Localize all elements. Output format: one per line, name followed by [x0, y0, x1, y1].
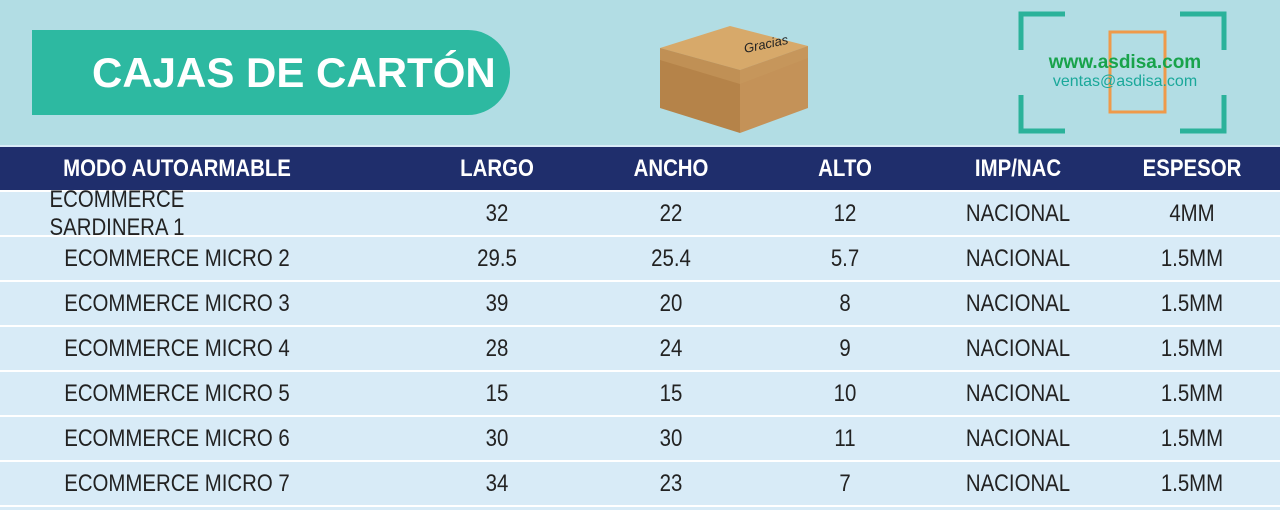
table-cell: 1.5MM	[1160, 469, 1224, 497]
table-cell: ECOMMERCE MICRO 3	[64, 289, 290, 317]
table-row: ECOMMERCE MICRO 5 15 15 10 NACIONAL 1.5MM	[0, 372, 1280, 417]
table-cell: 9	[839, 334, 851, 362]
table-cell: ECOMMERCE MICRO 4	[64, 334, 290, 362]
email: ventas@asdisa.com	[1052, 73, 1198, 90]
table-cell: 12	[833, 199, 857, 227]
table-cell: 34	[485, 469, 509, 497]
table-cell: 11	[834, 424, 856, 452]
column-header: ESPESOR	[1142, 154, 1242, 182]
table-cell: 30	[659, 424, 683, 452]
table-cell: 1.5MM	[1160, 334, 1224, 362]
table-cell: NACIONAL	[965, 424, 1071, 452]
column-header: ANCHO	[633, 154, 709, 182]
table-cell: 1.5MM	[1160, 379, 1224, 407]
table-cell: 7	[839, 469, 851, 497]
table-row: ECOMMERCE MICRO 6 30 30 11 NACIONAL 1.5MM	[0, 417, 1280, 462]
column-header: MODO AUTOARMABLE	[63, 154, 291, 182]
table-cell: 25.4	[651, 244, 691, 272]
table-cell: ECOMMERCE MICRO 7	[64, 469, 290, 497]
table-cell: ECOMMERCE MICRO 6	[64, 424, 290, 452]
table-cell: 22	[659, 199, 683, 227]
table-cell: 1.5MM	[1160, 244, 1224, 272]
column-header: IMP/NAC	[974, 154, 1062, 182]
table-cell: 39	[485, 289, 509, 317]
table-cell: 8	[839, 289, 851, 317]
table-cell: 28	[485, 334, 509, 362]
column-header: LARGO	[460, 154, 534, 182]
box-image: Gracias	[660, 26, 808, 133]
table-row: ECOMMERCE SARDINERA 1 32 22 12 NACIONAL 4MM	[0, 185, 1280, 241]
table-cell: 1.5MM	[1160, 289, 1224, 317]
table-cell: 1.5MM	[1160, 424, 1224, 452]
table-row: ECOMMERCE MICRO 3 39 20 8 NACIONAL 1.5MM	[0, 282, 1280, 327]
table-cell: 32	[485, 199, 509, 227]
header-row: MODO AUTOARMABLE LARGO ANCHO ALTO IMP/NAC ESP…	[0, 147, 1280, 192]
column-header: ALTO	[818, 154, 872, 182]
table-cell: 20	[659, 289, 683, 317]
table-cell: 23	[659, 469, 683, 497]
table-cell: 30	[485, 424, 509, 452]
table-cell: 5.7	[830, 244, 860, 272]
table-cell: NACIONAL	[965, 469, 1071, 497]
table-cell: 4MM	[1169, 199, 1215, 227]
table-cell: NACIONAL	[965, 289, 1071, 317]
table-cell: NACIONAL	[965, 379, 1071, 407]
table-cell: 15	[485, 379, 509, 407]
logo-frame	[1018, 11, 1227, 134]
table-row: ECOMMERCE MICRO 7 34 23 7 NACIONAL 1.5MM	[0, 462, 1280, 507]
table-cell: 15	[659, 379, 683, 407]
table-cell: ECOMMERCE MICRO 2	[64, 244, 290, 272]
table-row: ECOMMERCE MICRO 4 28 24 9 NACIONAL 1.5MM	[0, 327, 1280, 372]
table-cell: 29.5	[477, 244, 517, 272]
table-cell: ECOMMERCE SARDINERA 1	[49, 185, 185, 241]
table-cell: NACIONAL	[965, 334, 1071, 362]
table-cell: ECOMMERCE MICRO 5	[64, 379, 290, 407]
table-cell: 10	[833, 379, 857, 407]
table-row: ECOMMERCE MICRO 2 29.5 25.4 5.7 NACIONAL 1.5M…	[0, 237, 1280, 282]
title-pill: CAJAS DE CARTÓN	[32, 30, 510, 115]
table-cell: NACIONAL	[965, 244, 1071, 272]
website: www.asdisa.com	[1048, 52, 1202, 73]
table: MODO AUTOARMABLE LARGO ANCHO ALTO IMP/NAC ESP…	[0, 147, 1280, 507]
table-cell: NACIONAL	[965, 199, 1071, 227]
table-cell: 24	[659, 334, 683, 362]
